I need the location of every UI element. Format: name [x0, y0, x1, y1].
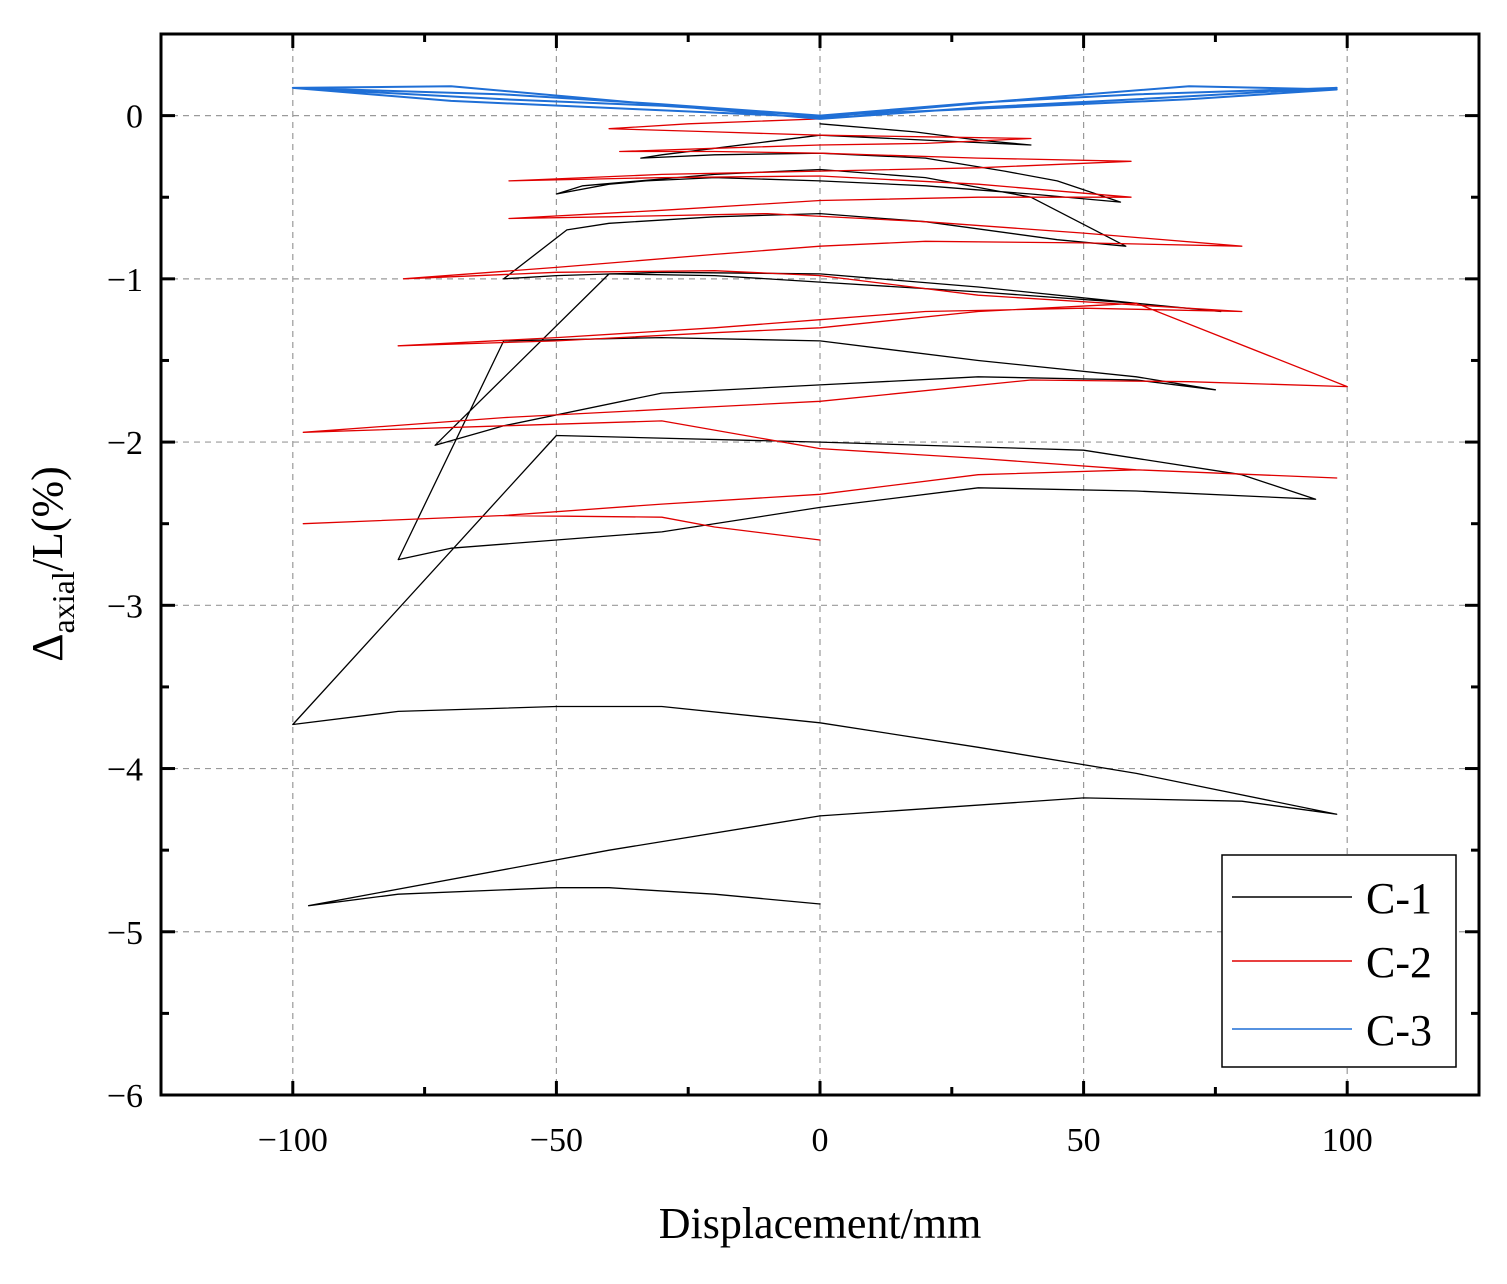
x-tick-label: −100: [258, 1122, 328, 1159]
axis-ticks: [159, 32, 1481, 1097]
x-tick-label: 50: [1067, 1122, 1101, 1159]
legend-label-c1: C-1: [1366, 874, 1432, 923]
x-axis-title: Displacement/mm: [659, 1199, 982, 1248]
y-axis-title-main: Δ: [23, 633, 72, 661]
legend-label-c2: C-2: [1366, 938, 1432, 987]
y-axis-title-rest: /L(%): [23, 466, 72, 571]
legend: C-1 C-2 C-3: [1221, 854, 1457, 1068]
grid-lines: [161, 34, 1479, 1095]
x-tick-label: −50: [530, 1122, 583, 1159]
x-tick-label: 0: [812, 1122, 829, 1159]
series-line-c-2: [302, 118, 1348, 541]
y-axis-title: Δaxial/L(%): [23, 466, 81, 662]
legend-label-c3: C-3: [1366, 1006, 1432, 1055]
y-axis-title-sub: axial: [45, 571, 81, 633]
y-tick-label: −1: [107, 262, 143, 299]
y-tick-label: −6: [107, 1078, 143, 1115]
plot-series: [291, 85, 1348, 907]
y-tick-label: −5: [107, 915, 143, 952]
x-tick-label: 100: [1322, 1122, 1373, 1159]
y-tick-label: 0: [126, 99, 143, 136]
y-tick-label: −3: [107, 588, 143, 625]
series-line-c-3: [291, 85, 1338, 120]
y-tick-label: −2: [107, 425, 143, 462]
y-tick-label: −4: [107, 752, 143, 789]
axis-tick-labels: −100 −50 0 50 100 0 −1 −2 −3 −4 −5 −6: [107, 99, 1373, 1159]
